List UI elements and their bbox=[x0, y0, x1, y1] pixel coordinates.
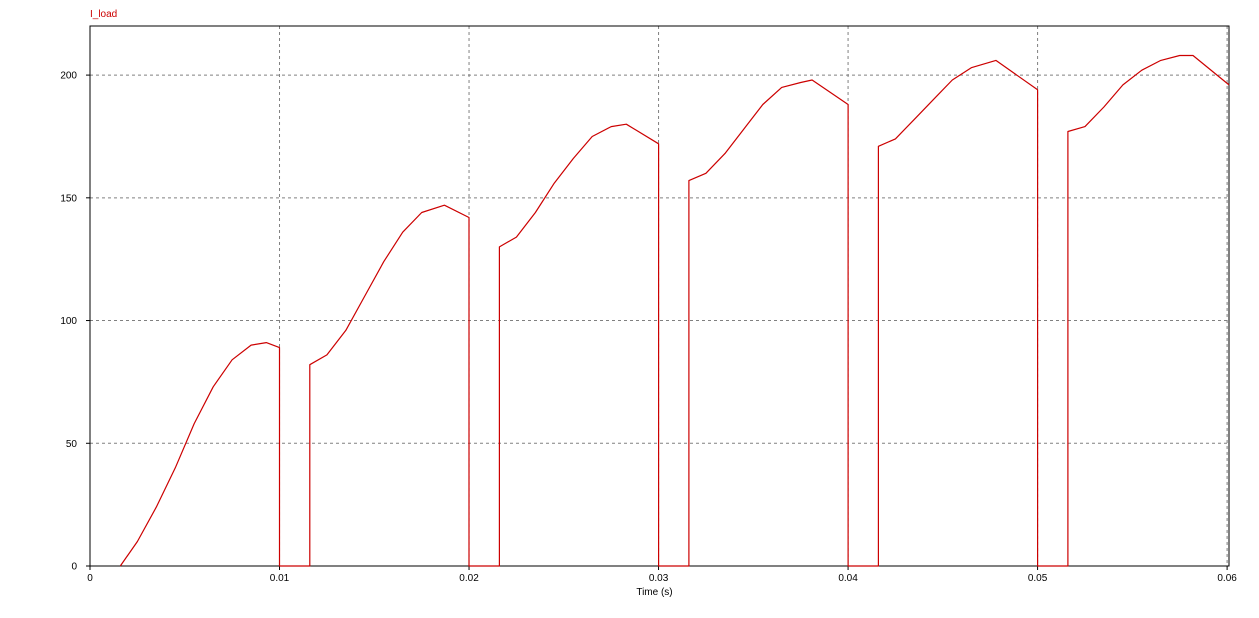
grid bbox=[90, 26, 1229, 566]
x-tick-label-6: 0.06 bbox=[1217, 573, 1237, 584]
plot-area-frame bbox=[89, 25, 1230, 567]
y-tick-label-1: 50 bbox=[66, 439, 78, 450]
axis-ticks: 0 0.01 0.02 0.03 0.04 0.05 0.06 0 50 100 150 200 bbox=[60, 71, 1237, 584]
y-tick-label-3: 150 bbox=[60, 193, 77, 204]
x-axis-label: Time (s) bbox=[636, 587, 672, 598]
x-tick-label-5: 0.05 bbox=[1028, 573, 1048, 584]
series-line-0 bbox=[119, 54, 1230, 567]
x-tick-label-4: 0.04 bbox=[838, 573, 858, 584]
y-tick-label-4: 200 bbox=[60, 71, 77, 82]
x-tick-label-3: 0.03 bbox=[649, 573, 669, 584]
x-tick-label-2: 0.02 bbox=[459, 573, 479, 584]
x-tick-label-1: 0.01 bbox=[270, 573, 290, 584]
y-tick-label-0: 0 bbox=[71, 562, 77, 573]
series-layer bbox=[119, 54, 1230, 567]
x-tick-label-0: 0 bbox=[87, 573, 93, 584]
legend-entry-i-load: I_load bbox=[90, 9, 117, 20]
y-tick-label-2: 100 bbox=[60, 316, 77, 327]
